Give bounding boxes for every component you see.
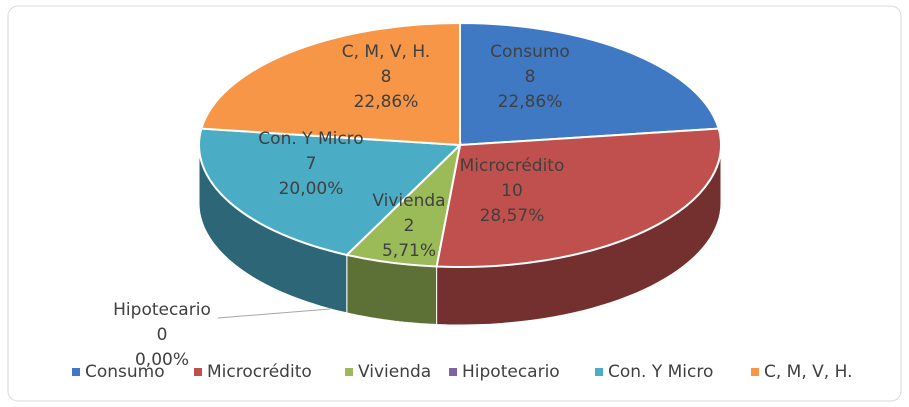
data-label-percent: 5,71% [382,241,436,261]
data-label-percent: 22,86% [498,92,563,112]
legend-label: Consumo [85,362,165,382]
data-label-name: Microcrédito [460,156,565,176]
data-label-name: Vivienda [372,191,445,211]
legend-swatch [449,368,457,376]
data-label-value: 10 [501,181,523,201]
data-label-value: 2 [404,216,415,236]
slice [459,21,720,147]
data-label-value: 8 [381,67,392,87]
data-label-name: Hipotecario [113,300,211,320]
legend-swatch [595,368,603,376]
slice [200,21,461,147]
data-label-percent: 0,00% [135,350,189,370]
data-label-value: 7 [306,154,317,174]
legend-swatch [345,368,353,376]
legend-swatch [751,368,759,376]
slice [198,127,463,257]
data-label-percent: 20,00% [279,179,344,199]
data-label-name: Con. Y Micro [258,129,363,149]
legend-swatch [194,368,202,376]
data-label-name: Consumo [490,42,570,62]
legend-label: Con. Y Micro [608,362,713,382]
legend-swatch [72,368,80,376]
legend-label: C, M, V, H. [764,362,852,382]
leader-line [217,308,331,319]
data-label-percent: 28,57% [480,206,545,226]
data-label-name: C, M, V, H. [342,42,430,62]
data-label-value: 0 [157,325,168,345]
legend-label: Microcrédito [207,362,312,382]
slice [435,127,722,268]
data-label-percent: 22,86% [354,92,419,112]
legend-label: Vivienda [358,362,431,382]
data-label-value: 8 [525,67,536,87]
legend-label: Hipotecario [462,362,560,382]
